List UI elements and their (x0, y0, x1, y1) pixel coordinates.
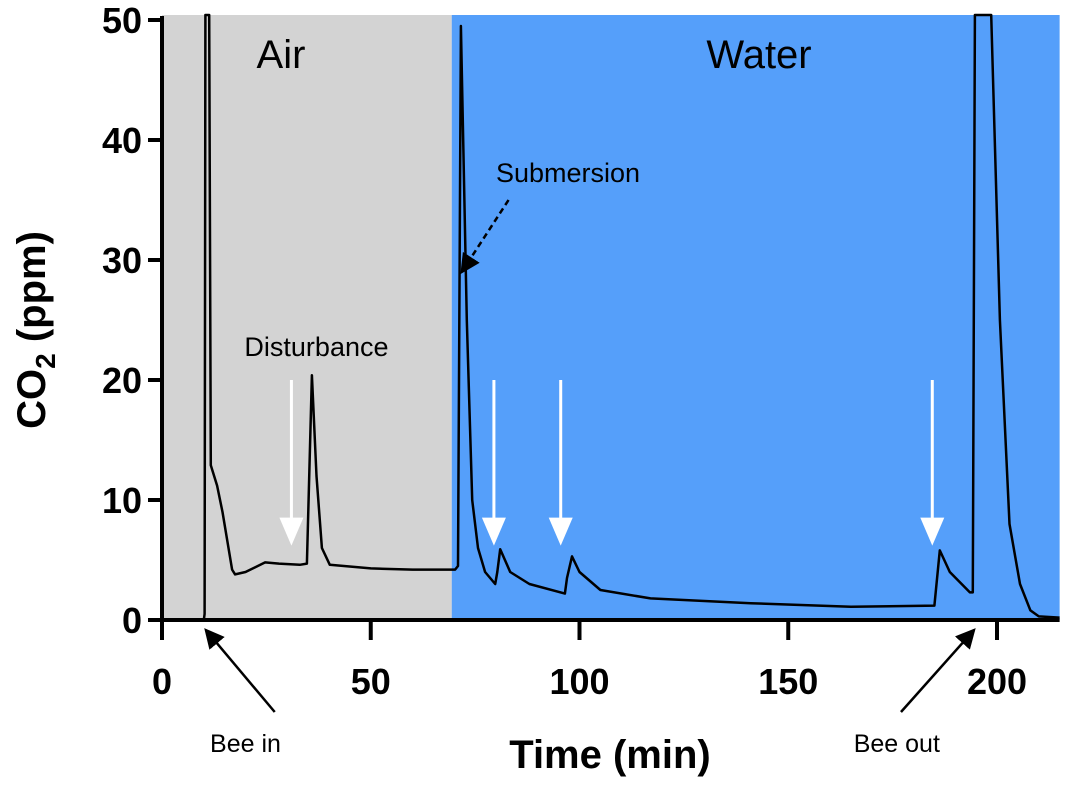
region-label-air: Air (257, 33, 306, 77)
event-arrow-head (548, 517, 573, 546)
x-tick-label: 0 (152, 661, 172, 702)
y-tick-label: 20 (102, 360, 142, 401)
submersion-label: Submersion (496, 158, 640, 188)
region-water (451, 15, 1060, 620)
y-tick-label: 40 (102, 120, 142, 161)
x-tick-label: 200 (967, 661, 1027, 702)
y-tick-label: 10 (102, 480, 142, 521)
y-tick-label: 0 (122, 600, 142, 641)
x-axis-label: Time (min) (509, 733, 711, 777)
event-arrow-head (481, 517, 506, 546)
bee-in-arrow (204, 628, 276, 713)
co2-trace (162, 13, 1060, 622)
bee-in-label: Bee in (210, 730, 281, 758)
x-tick-label: 150 (758, 661, 818, 702)
y-axis-label: CO2 (ppm) (10, 231, 61, 429)
submersion-arrow (460, 199, 510, 275)
y-tick-label: 30 (102, 240, 142, 281)
event-arrow-head (920, 517, 945, 546)
event-arrow-head (279, 517, 304, 546)
x-tick-label: 50 (351, 661, 391, 702)
region-label-water: Water (706, 33, 811, 77)
x-tick-label: 100 (549, 661, 609, 702)
bee-out-label: Bee out (854, 730, 940, 758)
bee-out-arrow (900, 628, 976, 713)
y-tick-label: 50 (102, 0, 142, 41)
disturbance-label: Disturbance (244, 332, 388, 362)
